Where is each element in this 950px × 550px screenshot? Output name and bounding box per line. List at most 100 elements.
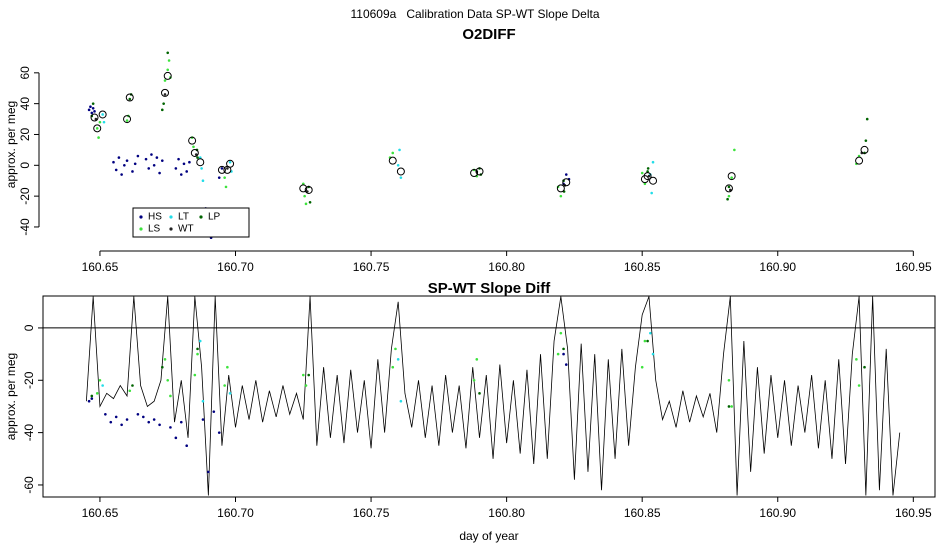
point xyxy=(95,127,99,130)
y-tick-label: 0 xyxy=(18,162,32,169)
point xyxy=(863,365,866,369)
legend-label: LP xyxy=(208,212,221,223)
x-axis-label: day of year xyxy=(459,529,518,543)
legend-swatch xyxy=(169,227,173,231)
point xyxy=(398,148,401,152)
point xyxy=(727,185,731,189)
point xyxy=(152,164,156,167)
point xyxy=(91,106,95,110)
point xyxy=(306,190,309,193)
point xyxy=(109,420,113,424)
point xyxy=(733,148,736,152)
point xyxy=(303,194,306,198)
plot-area xyxy=(85,296,901,496)
point xyxy=(308,201,312,204)
y-tick-label: -20 xyxy=(22,371,36,389)
point xyxy=(391,365,395,369)
point xyxy=(166,68,170,72)
legend-label: HS xyxy=(148,212,162,223)
mean-circle xyxy=(226,159,235,168)
point xyxy=(217,431,221,434)
point xyxy=(643,182,647,186)
point xyxy=(87,399,91,403)
point xyxy=(478,392,481,395)
point xyxy=(144,157,148,161)
point xyxy=(112,160,115,164)
point xyxy=(646,167,650,170)
point xyxy=(640,171,644,175)
point xyxy=(174,167,178,170)
point xyxy=(169,394,172,398)
point xyxy=(228,392,232,395)
point xyxy=(556,352,560,356)
point xyxy=(182,162,186,166)
legend-box xyxy=(132,207,250,238)
mean-circle xyxy=(90,113,99,122)
mean-circle xyxy=(304,185,313,194)
point xyxy=(167,59,171,62)
point xyxy=(399,176,403,179)
legend-swatch xyxy=(139,215,143,219)
mean-circle xyxy=(475,167,484,176)
point xyxy=(147,167,151,170)
point xyxy=(147,420,151,424)
x-tick-label: 160.85 xyxy=(624,506,661,520)
point xyxy=(160,108,164,112)
mean-circle xyxy=(190,148,199,157)
x-tick-label: 160.65 xyxy=(82,260,119,274)
point xyxy=(98,120,102,124)
point xyxy=(158,423,161,427)
point xyxy=(150,153,153,156)
point xyxy=(131,170,134,173)
mean-circle xyxy=(93,124,102,133)
point xyxy=(114,415,118,419)
mean-circle xyxy=(188,136,197,145)
x-tick-label: 160.70 xyxy=(217,506,254,520)
point xyxy=(128,97,132,101)
point xyxy=(564,363,568,366)
y-axis-label: approx. per meg xyxy=(4,101,18,188)
point xyxy=(160,159,164,162)
point xyxy=(169,426,172,429)
point xyxy=(643,339,647,343)
plot-area xyxy=(87,51,869,240)
point xyxy=(729,188,732,192)
point xyxy=(120,423,123,427)
point xyxy=(865,117,869,121)
point xyxy=(117,156,121,159)
point xyxy=(89,105,92,109)
point xyxy=(201,399,205,403)
point xyxy=(196,156,199,159)
point xyxy=(228,160,232,164)
point xyxy=(220,167,224,170)
mean-circle xyxy=(556,184,565,193)
point xyxy=(217,176,221,179)
data-line xyxy=(85,296,901,496)
mean-circle xyxy=(98,110,107,119)
mean-circle xyxy=(649,176,658,185)
point xyxy=(651,160,655,164)
point xyxy=(142,415,145,419)
y-axis-label: approx. per meg xyxy=(4,353,18,440)
x-tick-label: 160.95 xyxy=(895,506,932,520)
point xyxy=(559,194,563,198)
point xyxy=(90,111,94,115)
x-tick-label: 160.95 xyxy=(895,260,932,274)
point xyxy=(194,153,198,156)
point xyxy=(188,160,191,164)
point xyxy=(559,331,563,335)
point xyxy=(160,365,164,369)
point xyxy=(650,191,653,195)
mean-circle xyxy=(855,156,864,165)
point xyxy=(95,392,99,395)
mean-circle xyxy=(860,145,869,154)
mean-circle xyxy=(217,165,226,174)
y-tick-label: -40 xyxy=(18,218,32,236)
point xyxy=(120,173,123,176)
x-tick-label: 160.75 xyxy=(353,506,390,520)
point xyxy=(87,108,91,112)
point xyxy=(391,151,395,155)
point xyxy=(90,397,94,400)
point xyxy=(125,418,129,421)
x-tick-label: 160.65 xyxy=(82,506,119,520)
